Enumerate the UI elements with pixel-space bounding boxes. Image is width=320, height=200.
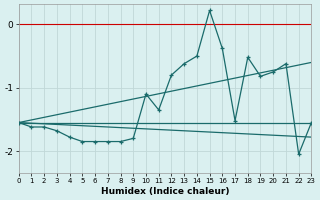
X-axis label: Humidex (Indice chaleur): Humidex (Indice chaleur) (101, 187, 229, 196)
